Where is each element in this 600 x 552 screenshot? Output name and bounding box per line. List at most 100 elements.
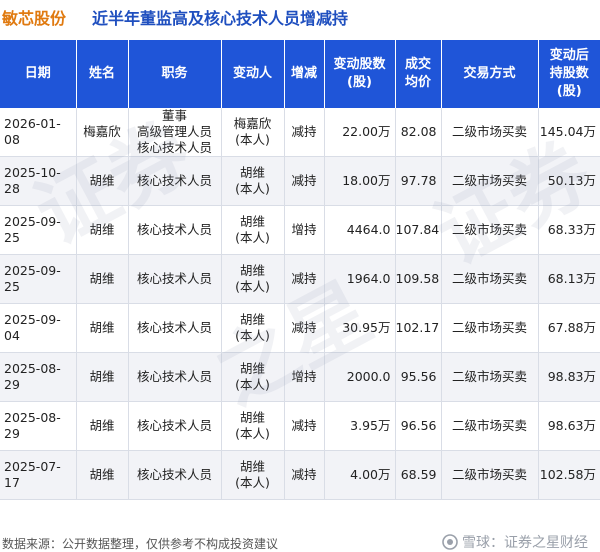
cell-direction: 减持 bbox=[284, 156, 325, 206]
column-header-position: 职务 bbox=[128, 40, 222, 108]
person-line: (本人) bbox=[235, 132, 270, 147]
cell-position: 核心技术人员 bbox=[128, 352, 222, 402]
cell-direction: 减持 bbox=[284, 401, 325, 451]
table-row: 2025-10-28 胡维 核心技术人员 胡维 (本人) 减持 18.00万 97.78 二级市… bbox=[0, 156, 600, 206]
cell-change: 4.00万 bbox=[324, 450, 396, 500]
column-header-line: 姓名 bbox=[88, 66, 115, 81]
person-line: 梅嘉欣 bbox=[233, 116, 272, 131]
column-header-line: 增减 bbox=[290, 66, 317, 81]
cell-position: 核心技术人员 bbox=[128, 450, 222, 500]
cell-price: 107.84 bbox=[395, 205, 442, 255]
cell-method: 二级市场买卖 bbox=[441, 156, 539, 206]
cell-direction: 减持 bbox=[284, 108, 325, 157]
cell-price: 102.17 bbox=[395, 303, 442, 353]
cell-name: 胡维 bbox=[76, 352, 129, 402]
cell-date: 2025-09-25 bbox=[0, 254, 77, 304]
table-header-row: 日期 姓名 职务 变动人 增减 变动股数 (股) 成交 均价 交易方式 变动后 持股数 (股) bbox=[0, 40, 600, 108]
cell-name: 胡维 bbox=[76, 205, 129, 255]
column-header-line: 交易方式 bbox=[463, 66, 516, 81]
cell-method: 二级市场买卖 bbox=[441, 205, 539, 255]
cell-price: 97.78 bbox=[395, 156, 442, 206]
cell-method: 二级市场买卖 bbox=[441, 401, 539, 451]
cell-after: 145.04万 bbox=[538, 108, 600, 157]
cell-change: 3.95万 bbox=[324, 401, 396, 451]
cell-position: 核心技术人员 bbox=[128, 401, 222, 451]
cell-date: 2025-09-25 bbox=[0, 205, 77, 255]
table-row: 2025-07-17 胡维 核心技术人员 胡维 (本人) 减持 4.00万 68.59 二级市场… bbox=[0, 450, 600, 500]
brand-text: 雪球：证券之星财经 bbox=[462, 535, 588, 551]
cell-direction: 增持 bbox=[284, 352, 325, 402]
person-line: (本人) bbox=[235, 328, 270, 343]
cell-price: 109.58 bbox=[395, 254, 442, 304]
person-line: 胡维 bbox=[239, 214, 265, 229]
page-title: 近半年董监高及核心技术人员增减持 bbox=[92, 9, 349, 28]
cell-after: 98.83万 bbox=[538, 352, 600, 402]
table-row: 2025-09-25 胡维 核心技术人员 胡维 (本人) 增持 4464.0 107.84 二级… bbox=[0, 205, 600, 255]
cell-after: 98.63万 bbox=[538, 401, 600, 451]
cell-date: 2025-10-28 bbox=[0, 156, 77, 206]
cell-direction: 减持 bbox=[284, 254, 325, 304]
cell-date: 2025-08-29 bbox=[0, 352, 77, 402]
cell-name: 梅嘉欣 bbox=[76, 108, 129, 157]
column-header-date: 日期 bbox=[0, 40, 77, 108]
person-line: (本人) bbox=[235, 426, 270, 441]
cell-after: 102.58万 bbox=[538, 450, 600, 500]
position-line: 核心技术人员 bbox=[136, 173, 212, 188]
cell-change: 1964.0 bbox=[324, 254, 396, 304]
cell-price: 96.56 bbox=[395, 401, 442, 451]
cell-change: 4464.0 bbox=[324, 205, 396, 255]
cell-after: 67.88万 bbox=[538, 303, 600, 353]
data-source-note: 数据来源：公开数据整理，仅供参考不构成投资建议 bbox=[2, 537, 279, 551]
person-line: (本人) bbox=[235, 475, 270, 490]
table-row: 2025-09-25 胡维 核心技术人员 胡维 (本人) 减持 1964.0 109.58 二级… bbox=[0, 254, 600, 304]
column-header-line: (股) bbox=[556, 84, 582, 99]
cell-price: 95.56 bbox=[395, 352, 442, 402]
person-line: (本人) bbox=[235, 230, 270, 245]
column-header-line: 变动人 bbox=[232, 66, 272, 81]
position-line: 核心技术人员 bbox=[136, 222, 212, 237]
cell-person: 胡维 (本人) bbox=[221, 254, 285, 304]
position-line: 核心技术人员 bbox=[136, 271, 212, 286]
column-header-line: 日期 bbox=[24, 66, 51, 81]
person-line: 胡维 bbox=[239, 263, 265, 278]
column-header-line: (股) bbox=[347, 75, 372, 90]
cell-name: 胡维 bbox=[76, 254, 129, 304]
cell-date: 2026-01-08 bbox=[0, 108, 77, 157]
cell-after: 50.13万 bbox=[538, 156, 600, 206]
cell-date: 2025-09-04 bbox=[0, 303, 77, 353]
column-header-line: 持股数 bbox=[549, 66, 589, 81]
column-header-after: 变动后 持股数 (股) bbox=[538, 40, 600, 108]
cell-change: 2000.0 bbox=[324, 352, 396, 402]
cell-direction: 减持 bbox=[284, 303, 325, 353]
cell-position: 核心技术人员 bbox=[128, 205, 222, 255]
cell-method: 二级市场买卖 bbox=[441, 450, 539, 500]
cell-direction: 增持 bbox=[284, 205, 325, 255]
cell-change: 30.95万 bbox=[324, 303, 396, 353]
stock-name: 敏芯股份 bbox=[2, 9, 67, 28]
column-header-line: 变动股数 bbox=[333, 57, 386, 72]
cell-date: 2025-07-17 bbox=[0, 450, 77, 500]
cell-change: 18.00万 bbox=[324, 156, 396, 206]
person-line: 胡维 bbox=[239, 459, 265, 474]
person-line: (本人) bbox=[235, 377, 270, 392]
cell-position: 董事 高级管理人员 核心技术人员 bbox=[128, 108, 222, 157]
column-header-price: 成交 均价 bbox=[395, 40, 442, 108]
column-header-name: 姓名 bbox=[76, 40, 129, 108]
snowball-icon bbox=[442, 534, 458, 550]
column-header-method: 交易方式 bbox=[441, 40, 539, 108]
person-line: 胡维 bbox=[239, 312, 265, 327]
cell-date: 2025-08-29 bbox=[0, 401, 77, 451]
cell-method: 二级市场买卖 bbox=[441, 108, 539, 157]
cell-person: 胡维 (本人) bbox=[221, 450, 285, 500]
cell-person: 梅嘉欣 (本人) bbox=[221, 108, 285, 157]
table-row: 2025-09-04 胡维 核心技术人员 胡维 (本人) 减持 30.95万 102.17 二级… bbox=[0, 303, 600, 353]
cell-price: 68.59 bbox=[395, 450, 442, 500]
position-line: 核心技术人员 bbox=[136, 467, 212, 482]
brand-logo: 雪球：证券之星财经 bbox=[442, 532, 588, 552]
cell-method: 二级市场买卖 bbox=[441, 303, 539, 353]
position-line: 核心技术人员 bbox=[136, 320, 212, 335]
cell-position: 核心技术人员 bbox=[128, 303, 222, 353]
holdings-table: 日期 姓名 职务 变动人 增减 变动股数 (股) 成交 均价 交易方式 变动后 持股数 (股) 2026… bbox=[0, 40, 600, 500]
position-line: 核心技术人员 bbox=[136, 140, 212, 155]
cell-method: 二级市场买卖 bbox=[441, 352, 539, 402]
